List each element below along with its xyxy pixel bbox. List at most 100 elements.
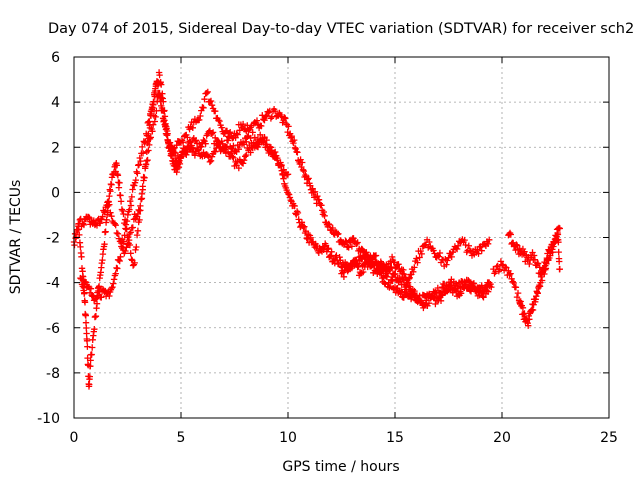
data-point bbox=[156, 94, 164, 101]
data-point bbox=[519, 304, 527, 311]
data-point bbox=[239, 160, 247, 167]
data-point bbox=[372, 252, 380, 259]
data-point bbox=[137, 196, 145, 203]
data-point bbox=[542, 260, 550, 267]
data-point bbox=[84, 343, 91, 350]
data-point bbox=[133, 243, 140, 251]
data-point bbox=[132, 246, 139, 254]
data-point bbox=[345, 244, 352, 251]
data-point bbox=[536, 264, 543, 271]
data-point bbox=[315, 196, 323, 203]
data-point bbox=[193, 140, 201, 147]
data-point bbox=[139, 143, 146, 151]
data-point bbox=[200, 136, 207, 144]
data-point bbox=[494, 262, 501, 270]
data-point bbox=[235, 146, 242, 153]
data-point bbox=[395, 261, 402, 268]
data-point bbox=[113, 162, 120, 169]
data-point bbox=[194, 146, 202, 153]
data-point bbox=[263, 112, 270, 119]
data-point bbox=[157, 98, 164, 105]
data-point bbox=[243, 138, 250, 145]
series-sat-c bbox=[77, 80, 292, 304]
data-point bbox=[227, 129, 234, 136]
data-point bbox=[295, 216, 302, 223]
data-point bbox=[164, 137, 172, 145]
data-point bbox=[216, 117, 223, 125]
data-point bbox=[426, 238, 433, 246]
data-point bbox=[139, 150, 147, 157]
data-point bbox=[136, 154, 143, 162]
data-point bbox=[285, 123, 292, 130]
data-point bbox=[106, 292, 113, 300]
data-point bbox=[123, 226, 130, 233]
data-point bbox=[91, 326, 98, 333]
data-point bbox=[154, 80, 161, 88]
data-point bbox=[184, 148, 191, 156]
data-point bbox=[82, 279, 90, 286]
data-point bbox=[148, 106, 155, 113]
data-point bbox=[200, 104, 207, 111]
data-point bbox=[83, 324, 90, 332]
data-point bbox=[202, 140, 209, 147]
data-point bbox=[105, 198, 112, 205]
data-point bbox=[534, 290, 541, 297]
data-point bbox=[141, 174, 148, 181]
data-point bbox=[135, 162, 142, 169]
data-point bbox=[261, 117, 268, 124]
data-point bbox=[334, 231, 341, 238]
data-point bbox=[143, 132, 151, 139]
data-point bbox=[213, 144, 220, 152]
data-point bbox=[298, 219, 306, 226]
data-point bbox=[142, 165, 149, 172]
data-point bbox=[509, 278, 516, 285]
data-point bbox=[325, 220, 332, 228]
data-point bbox=[137, 157, 144, 165]
data-point bbox=[108, 284, 115, 292]
data-point bbox=[432, 300, 439, 308]
data-point bbox=[512, 284, 520, 291]
data-point bbox=[486, 279, 493, 286]
data-point bbox=[348, 243, 356, 250]
data-point bbox=[469, 280, 477, 288]
data-point bbox=[108, 213, 115, 220]
data-point bbox=[462, 241, 469, 249]
data-point bbox=[361, 263, 368, 271]
data-point bbox=[242, 153, 249, 160]
data-point bbox=[285, 190, 292, 198]
data-point bbox=[294, 149, 301, 156]
data-point bbox=[556, 258, 563, 265]
x-tick-label: 20 bbox=[493, 430, 511, 446]
data-point bbox=[113, 229, 120, 237]
data-point bbox=[447, 279, 454, 286]
marks-layer bbox=[70, 69, 563, 390]
data-point bbox=[508, 275, 515, 282]
y-tick-label: 2 bbox=[51, 140, 60, 156]
series-sat-d bbox=[338, 252, 493, 312]
data-point bbox=[243, 151, 250, 159]
data-point bbox=[353, 240, 360, 248]
data-point bbox=[278, 162, 285, 169]
data-point bbox=[513, 241, 520, 248]
data-point bbox=[448, 276, 455, 283]
data-point bbox=[142, 161, 150, 168]
data-point bbox=[146, 118, 153, 125]
data-point bbox=[181, 145, 188, 152]
data-point bbox=[107, 188, 114, 195]
data-point bbox=[480, 294, 487, 301]
data-point bbox=[86, 214, 93, 222]
data-point bbox=[127, 229, 134, 236]
data-point bbox=[514, 242, 521, 249]
data-point bbox=[531, 256, 539, 263]
data-point bbox=[107, 209, 114, 216]
data-point bbox=[116, 257, 123, 265]
data-point bbox=[355, 263, 362, 270]
data-point bbox=[150, 98, 157, 105]
data-point bbox=[249, 129, 256, 136]
data-point bbox=[98, 216, 105, 223]
data-point bbox=[209, 129, 217, 136]
data-point bbox=[197, 112, 204, 120]
data-point bbox=[294, 209, 302, 217]
data-point bbox=[175, 159, 183, 166]
